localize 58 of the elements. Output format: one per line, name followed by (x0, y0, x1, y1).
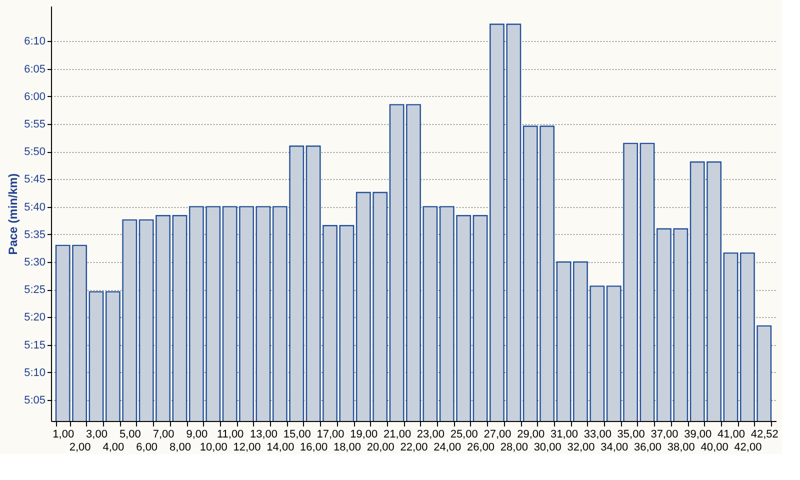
x-tick-label: 20,00 (366, 442, 394, 454)
x-tick-label: 38,00 (667, 442, 695, 454)
x-tick-label: 33,00 (584, 428, 612, 440)
y-tick-label: 5:30 (24, 256, 46, 269)
y-tick-label: 5:40 (24, 201, 46, 214)
x-tick-label: 32,00 (567, 442, 595, 454)
y-tick-label: 6:05 (24, 63, 46, 76)
x-tick-label: 8,00 (170, 442, 191, 454)
x-tick-label: 24,00 (434, 442, 462, 454)
x-tick-label: 35,00 (617, 428, 645, 440)
x-tick-label: 4,00 (102, 442, 124, 454)
x-tick-label: 39,00 (684, 428, 712, 440)
x-tick-label: 3,00 (86, 428, 108, 440)
y-tick-label: 5:50 (24, 146, 46, 158)
x-tick-label: 21,00 (384, 428, 412, 440)
x-tick-label: 28,00 (500, 442, 528, 454)
x-tick-label: 14,00 (266, 442, 294, 454)
x-tick-label: 12,00 (233, 442, 261, 454)
x-tick-label: 34,00 (600, 442, 628, 454)
x-tick-label: 31,00 (550, 428, 578, 440)
x-tick-label: 25,00 (450, 428, 478, 440)
y-tick-label: 5:20 (24, 312, 46, 324)
x-tick-label: 26,00 (467, 442, 495, 454)
x-tick-label: 7,00 (152, 428, 174, 440)
y-tick-label: 5:25 (24, 284, 46, 296)
x-tick-label: 23,00 (416, 428, 444, 440)
y-tick-label: 5:55 (24, 118, 46, 131)
x-tick-label: 40,00 (700, 442, 728, 454)
x-tick-label: 41,00 (717, 428, 746, 440)
x-tick-label: 19,00 (350, 428, 378, 440)
x-tick-label: 16,00 (300, 442, 328, 454)
y-tick-label: 6:00 (24, 90, 46, 103)
y-tick-label: 5:15 (24, 339, 46, 352)
x-tick-label: 5,00 (119, 428, 141, 440)
x-tick-label: 13,00 (250, 428, 278, 440)
x-tick-label: 29,00 (517, 428, 545, 440)
x-tick-label: 42,00 (734, 442, 762, 454)
x-tick-label: 6,00 (136, 442, 158, 454)
y-tick-label: 5:45 (24, 174, 46, 186)
y-tick-label: 6:10 (24, 36, 46, 48)
x-tick-label: 37,00 (650, 428, 678, 440)
x-tick-label: 11,00 (216, 428, 244, 440)
y-tick-label: 5:35 (24, 228, 46, 241)
x-tick-label: 36,00 (634, 442, 662, 454)
x-tick-label: 15,00 (283, 428, 311, 440)
x-tick-label: 1,00 (52, 428, 74, 440)
x-tick-label: 9,00 (186, 428, 208, 440)
y-axis-title: Pace (min/km) (6, 173, 20, 255)
x-tick-label: 22,00 (400, 442, 428, 454)
x-tick-label: 18,00 (333, 442, 361, 454)
x-tick-label: 42,52 (750, 428, 778, 440)
y-tick-label: 5:05 (24, 394, 46, 407)
y-tick-label: 5:10 (24, 366, 46, 379)
x-tick-label: 17,00 (316, 428, 344, 440)
x-tick-label: 10,00 (200, 442, 228, 454)
x-tick-label: 2,00 (69, 442, 91, 454)
x-tick-label: 30,00 (534, 442, 562, 454)
x-tick-label: 27,00 (484, 428, 512, 440)
